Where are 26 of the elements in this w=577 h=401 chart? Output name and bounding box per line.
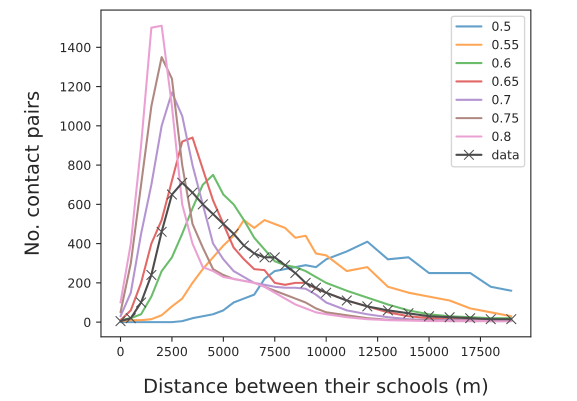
x-tick-label: 7500: [260, 346, 290, 356]
legend-label: data: [492, 150, 518, 160]
x-tick-label: 17500: [462, 346, 500, 356]
y-tick-label: 400: [68, 239, 90, 249]
legend-label: 0.6: [492, 58, 511, 68]
legend-label: 0.55: [492, 40, 518, 50]
x-tick-label: 0: [117, 346, 124, 356]
x-tick-label: 5000: [208, 346, 238, 356]
x-tick-label: 2500: [156, 346, 188, 356]
y-tick-label: 200: [68, 278, 90, 288]
legend-label: 0.8: [492, 132, 510, 142]
legend-label: 0.65: [492, 76, 518, 86]
legend-label: 0.75: [492, 113, 518, 123]
y-tick-label: 1400: [60, 42, 90, 52]
y-tick-label: 1000: [60, 121, 90, 131]
legend-label: 0.5: [492, 21, 510, 31]
y-tick-label: 800: [68, 160, 90, 170]
x-tick-label: 15000: [410, 346, 448, 356]
x-tick-label: 10000: [308, 346, 346, 356]
x-tick-label: 12500: [359, 346, 397, 356]
y-axis-title: No. contact pairs: [24, 92, 43, 254]
y-tick-label: 1200: [60, 82, 90, 92]
legend-label: 0.7: [492, 94, 510, 104]
y-tick-label: 0: [84, 318, 90, 328]
x-axis-title: Distance between their schools (m): [144, 378, 488, 396]
y-tick-label: 600: [68, 200, 90, 210]
